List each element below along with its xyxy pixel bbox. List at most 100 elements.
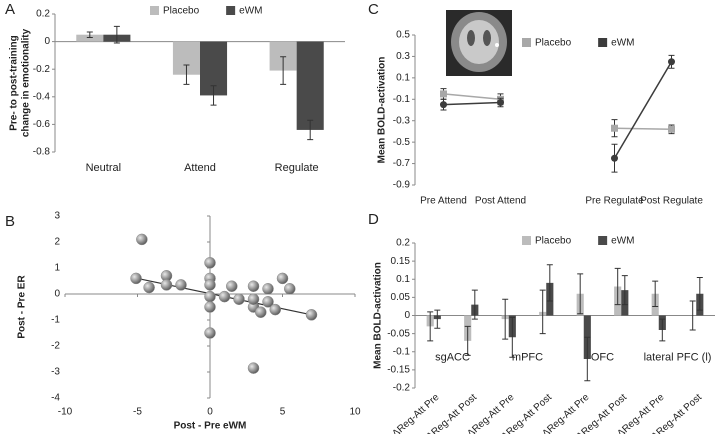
group-label: OFC [591, 351, 614, 363]
point [143, 281, 155, 294]
panel-label: B [5, 213, 15, 230]
y-axis-label: Pre- to post-training [9, 35, 20, 131]
marker [497, 99, 504, 106]
y-tick-label: 0.2 [36, 9, 50, 20]
legend-label: Placebo [535, 236, 572, 247]
bar [76, 34, 104, 42]
y-tick-label: 0 [404, 310, 410, 321]
marker [440, 101, 447, 109]
error-bar [584, 336, 591, 382]
x-tick-label: -5 [133, 407, 142, 418]
marker [668, 125, 675, 133]
error-bar [280, 56, 287, 85]
y-tick-label: 3 [54, 211, 60, 222]
error-bar [307, 119, 314, 141]
error-bar [539, 289, 546, 335]
x-tick-label: Attend [184, 162, 216, 174]
panel-label: A [5, 1, 15, 18]
x-tick-label: Regulate [275, 162, 319, 174]
legend-swatch [150, 6, 159, 15]
y-tick-label: 0.3 [396, 51, 410, 62]
y-tick-label: 0.05 [391, 292, 411, 303]
point [269, 303, 281, 316]
legend-label: eWM [611, 38, 634, 49]
legend-swatch [522, 38, 531, 47]
point [160, 279, 173, 291]
point [218, 290, 231, 303]
line [443, 61, 673, 159]
error-bar [86, 31, 93, 38]
y-tick-label: -2 [51, 341, 60, 352]
y-tick-label: -0.8 [33, 147, 51, 158]
panel-label: D [368, 211, 379, 228]
brain-image [446, 10, 512, 76]
point [204, 301, 216, 313]
x-tick-label: 10 [349, 407, 361, 418]
error-bar [427, 311, 434, 342]
legend-swatch [226, 6, 236, 15]
legend-swatch [598, 38, 608, 47]
marker [611, 154, 618, 162]
y-tick-label: 0.5 [396, 30, 410, 41]
legend-swatch [598, 236, 608, 245]
marker [440, 90, 447, 98]
marker [668, 58, 675, 66]
bar [296, 41, 324, 130]
error-bar [471, 289, 478, 320]
y-tick-label: -4 [51, 393, 60, 404]
y-tick-label: -0.5 [393, 137, 411, 148]
point [204, 290, 216, 303]
x-tick-label: Pre Regulate [585, 196, 644, 207]
error-bar [614, 267, 621, 306]
error-bar [577, 273, 584, 315]
marker [611, 124, 618, 132]
error-bar [183, 64, 190, 85]
point [226, 280, 238, 292]
group-label: mPFC [512, 351, 543, 363]
legend-swatch [522, 236, 531, 245]
point [136, 233, 148, 246]
y-tick-label: -3 [51, 367, 60, 378]
y-tick-label: 0 [54, 289, 60, 300]
y-axis-label: change in emotionality [21, 28, 32, 137]
error-bar [621, 275, 628, 306]
point [247, 362, 260, 374]
error-bar [113, 25, 120, 44]
line [443, 93, 672, 131]
y-axis-label: Mean BOLD-activation [373, 262, 384, 369]
y-tick-label: -0.1 [393, 346, 411, 357]
y-tick-label: 0 [44, 36, 50, 47]
x-tick-label: Pre Attend [420, 196, 467, 207]
point [175, 279, 187, 291]
error-bar [546, 264, 553, 302]
point [247, 280, 260, 292]
point [305, 309, 318, 321]
y-tick-label: 0.15 [391, 256, 411, 267]
y-axis-label: Mean BOLD-activation [377, 57, 388, 164]
point [284, 283, 296, 295]
y-tick-label: 1 [54, 263, 60, 274]
error-bar [509, 316, 516, 358]
x-axis-label: Post - Pre eWM [174, 421, 247, 432]
y-tick-label: -0.4 [33, 91, 51, 102]
error-bar [434, 309, 441, 329]
point [262, 283, 274, 295]
x-tick-label: 5 [280, 407, 286, 418]
point [204, 257, 216, 269]
x-tick-label: -10 [58, 407, 73, 418]
error-bar [502, 298, 509, 340]
y-tick-label: -0.2 [393, 383, 411, 394]
y-tick-label: -1 [51, 315, 60, 326]
y-tick-label: 0.1 [396, 72, 410, 83]
error-bar [689, 300, 696, 331]
error-bar [464, 325, 471, 356]
legend-label: eWM [611, 236, 634, 247]
legend-label: Placebo [535, 38, 572, 49]
x-tick-label: Neutral [86, 162, 121, 174]
y-tick-label: -0.6 [33, 119, 51, 130]
group-label: lateral PFC (l) [644, 351, 712, 363]
legend-label: eWM [239, 6, 262, 17]
group-label: sgACC [435, 351, 470, 363]
x-tick-label: Post Attend [475, 196, 526, 207]
